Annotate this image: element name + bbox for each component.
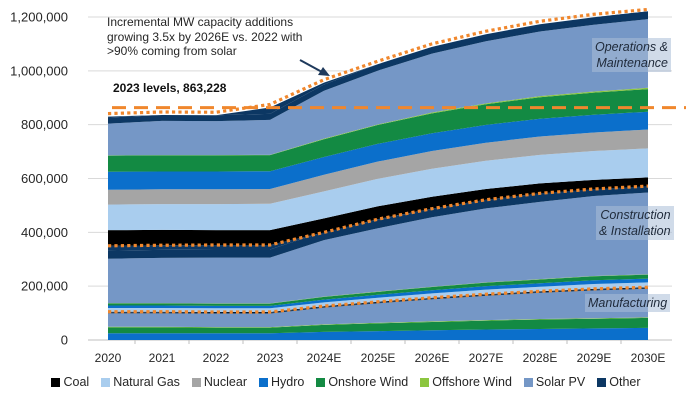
x-tick-label: 2030E (631, 351, 666, 365)
segment-label-om-line1: Operations & (595, 40, 668, 54)
legend-swatch (597, 377, 607, 387)
segment-label-om: Operations & Maintenance (592, 38, 671, 72)
chart-legend: Coal Natural Gas Nuclear Hydro Onshore Wind O… (0, 375, 692, 389)
y-axis-ticks: 0 200,000 400,000 600,000 800,000 1,000,000 1,… (10, 10, 68, 348)
area-construction-installation-other (108, 183, 648, 259)
legend-item: Offshore Wind (420, 375, 512, 389)
legend-label: Coal (63, 375, 90, 389)
area-operations-maintenance-coal (108, 177, 648, 246)
area-manufacturing-hydro (108, 327, 648, 340)
area-manufacturing-solar-pv (108, 288, 648, 328)
x-tick-label: 2025E (361, 351, 396, 365)
legend-label: Other (609, 375, 641, 389)
segment-label-mfg-text: Manufacturing (588, 296, 668, 310)
reference-lines (107, 7, 686, 314)
area-construction-installation-solar-pv (108, 192, 648, 304)
x-tick-label: 2022 (203, 351, 230, 365)
legend-swatch (523, 377, 533, 387)
segment-label-ci-line2: & Installation (599, 224, 671, 238)
area-operations-maintenance-natural-gas (108, 148, 648, 231)
legend-label: Nuclear (203, 375, 247, 389)
stacked-area-chart: 0 200,000 400,000 600,000 800,000 1,000,000 1,… (10, 7, 686, 365)
x-tick-label: 2023 (257, 351, 284, 365)
segment-label-mfg: Manufacturing (585, 294, 671, 312)
legend-item: Nuclear (191, 375, 247, 389)
legend-item: Natural Gas (101, 375, 180, 389)
y-tick-label: 800,000 (21, 117, 68, 132)
x-tick-label: 2029E (577, 351, 612, 365)
legend-label: Hydro (270, 375, 305, 389)
segment-boundary-line (107, 184, 649, 248)
legend-label: Onshore Wind (328, 375, 409, 389)
x-tick-label: 2027E (469, 351, 504, 365)
legend-label: Natural Gas (113, 375, 180, 389)
legend-item: Coal (51, 375, 89, 389)
legend-label: Solar PV (535, 375, 586, 389)
x-tick-label: 2026E (415, 351, 450, 365)
segment-boundary-line (108, 285, 649, 314)
area-construction-installation-onshore-wind (108, 274, 648, 306)
area-manufacturing-onshore-wind (108, 317, 648, 334)
y-tick-label: 1,000,000 (10, 63, 68, 78)
legend-item: Solar PV (523, 375, 586, 389)
area-manufacturing-offshore-wind (108, 317, 648, 328)
x-tick-label: 2024E (307, 351, 342, 365)
area-construction-installation-natural-gas (108, 282, 648, 313)
y-tick-label: 0 (61, 333, 68, 348)
area-layers (108, 11, 648, 340)
x-tick-label: 2021 (149, 351, 176, 365)
segment-boundary-line (107, 7, 649, 116)
annotation-line-3: >90% coming from solar (107, 44, 237, 58)
annotation-line-2: growing 3.5x by 2026E vs. 2022 with (107, 29, 303, 44)
annotation-text: Incremental MW capacity additions growin… (107, 15, 367, 59)
legend-swatch (51, 377, 61, 387)
legend-label: Offshore Wind (432, 375, 512, 389)
area-operations-maintenance-onshore-wind (108, 89, 648, 172)
legend-swatch (191, 377, 201, 387)
x-tick-label: 2020 (95, 351, 122, 365)
area-operations-maintenance-hydro (108, 111, 648, 190)
area-operations-maintenance-other (108, 11, 648, 124)
annotation-arrowhead-icon (318, 67, 330, 76)
segment-label-ci: Construction & Installation (596, 206, 674, 240)
x-tick-label: 2028E (523, 351, 558, 365)
legend-item: Hydro (258, 375, 305, 389)
x-axis-ticks: 2020 2021 2022 2023 2024E 2025E 2026E 2027E 2028… (95, 340, 666, 365)
reference-line-label: 2023 levels, 863,228 (113, 81, 227, 95)
segment-label-om-line2: Maintenance (596, 56, 668, 70)
annotation-line-1: Incremental MW capacity additions (107, 15, 294, 29)
annotation-arrow (299, 59, 323, 73)
area-operations-maintenance-solar-pv (108, 19, 648, 156)
y-tick-label: 600,000 (21, 171, 68, 186)
legend-item: Other (597, 375, 641, 389)
legend-swatch (420, 377, 430, 387)
y-tick-label: 400,000 (21, 225, 68, 240)
y-tick-label: 200,000 (21, 279, 68, 294)
area-construction-installation-hydro (108, 278, 648, 309)
legend-swatch (101, 377, 111, 387)
y-tick-label: 1,200,000 (10, 10, 68, 25)
legend-item: Onshore Wind (316, 375, 408, 389)
legend-swatch (316, 377, 326, 387)
segment-label-ci-line1: Construction (600, 208, 671, 222)
area-operations-maintenance-nuclear (108, 129, 648, 205)
legend-swatch (258, 377, 268, 387)
